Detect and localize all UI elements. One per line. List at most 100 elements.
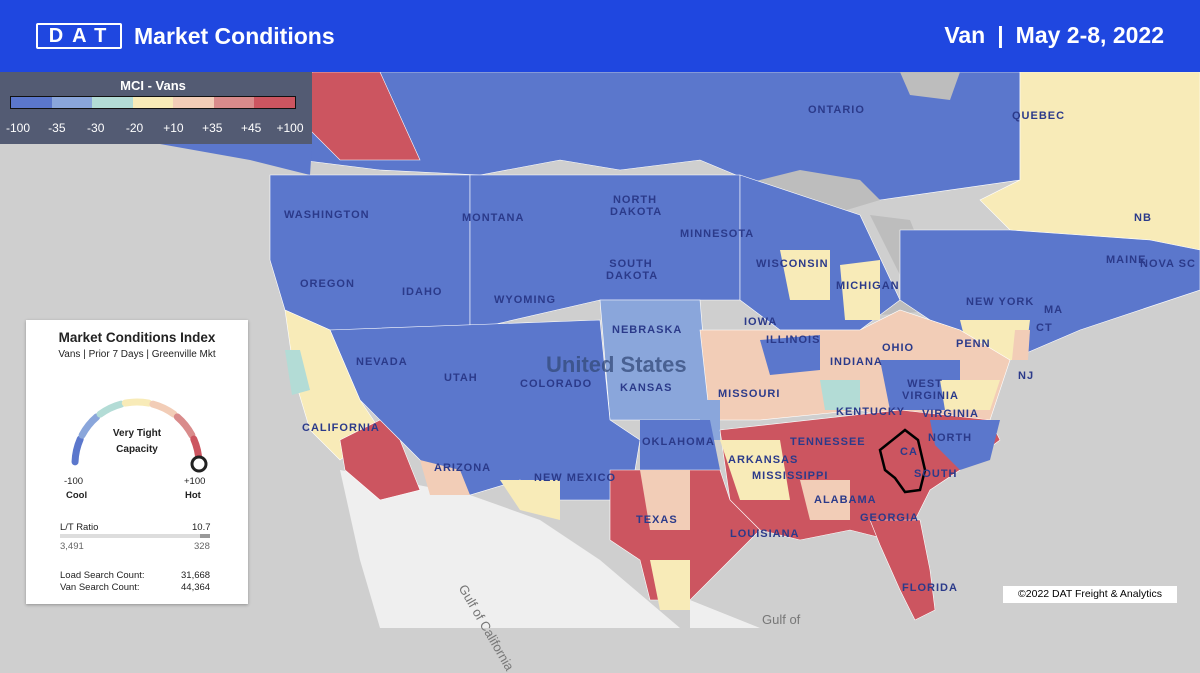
map-label-nj: NJ bbox=[1018, 370, 1035, 382]
gauge-segment bbox=[96, 400, 125, 418]
equipment-type: Van bbox=[944, 22, 986, 48]
legend-swatch bbox=[11, 97, 52, 108]
map-label-maine: MAINE bbox=[1106, 254, 1147, 266]
lt-ratio-value: 10.7 bbox=[192, 522, 211, 533]
load-count: 3,491 bbox=[60, 541, 84, 552]
map-label-louisiana: LOUISIANA bbox=[730, 528, 800, 540]
map-label-nova-scotia: NOVA SC bbox=[1140, 258, 1196, 270]
legend-tick-label: +45 bbox=[240, 121, 262, 135]
header-separator: | bbox=[997, 22, 1004, 48]
map-label-nevada: NEVADA bbox=[356, 356, 408, 368]
map-label-alabama: ALABAMA bbox=[814, 494, 877, 506]
map-label-florida: FLORIDA bbox=[902, 582, 958, 594]
legend-tick-label: +100 bbox=[276, 121, 304, 135]
legend-swatch bbox=[254, 97, 296, 108]
mci-info-card: Market Conditions Index Vans | Prior 7 D… bbox=[26, 320, 248, 604]
mci-gauge bbox=[71, 398, 208, 473]
map-label-nebraska: NEBRASKA bbox=[612, 324, 683, 336]
water-label-gulf-mexico: Gulf of bbox=[762, 612, 801, 627]
map-label-oklahoma: OKLAHOMA bbox=[642, 436, 715, 448]
van-search-value: 44,364 bbox=[181, 582, 211, 593]
map-label-west-virginia: WEST VIRGINIA bbox=[902, 378, 959, 402]
legend-title: MCI - Vans bbox=[120, 78, 186, 93]
gauge-min-label: Cool bbox=[66, 490, 88, 501]
map-label-kansas: KANSAS bbox=[620, 382, 673, 394]
map-label-south-carolina: SOUTH bbox=[914, 468, 958, 480]
gauge-max-label: Hot bbox=[185, 490, 201, 501]
map-label-north-dakota: NORTH DAKOTA bbox=[610, 194, 663, 218]
map-label-south-dakota: SOUTH DAKOTA bbox=[606, 258, 659, 282]
region-california-south bbox=[339, 419, 421, 501]
map-label-tennessee: TENNESSEE bbox=[790, 436, 866, 448]
map-label-georgia: GEORGIA bbox=[860, 512, 919, 524]
page-title: Market Conditions bbox=[134, 22, 335, 49]
legend-swatch bbox=[213, 97, 255, 108]
gauge-label: Very Tight Capacity bbox=[26, 426, 248, 458]
legend-tick-label: -20 bbox=[125, 121, 144, 135]
gauge-segment bbox=[173, 413, 196, 439]
map-label-penn: PENN bbox=[956, 338, 991, 350]
map-label-ohio: OHIO bbox=[882, 342, 915, 354]
map-label-kentucky: KENTUCKY bbox=[836, 406, 906, 418]
van-search-label: Van Search Count: bbox=[60, 582, 140, 593]
map-label-utah: UTAH bbox=[444, 372, 478, 384]
map-label-texas: TEXAS bbox=[636, 514, 678, 526]
load-search-value: 31,668 bbox=[181, 570, 211, 581]
map-label-wisconsin: WISCONSIN bbox=[756, 258, 829, 270]
gauge-segment bbox=[121, 398, 153, 407]
legend-tick-label: -100 bbox=[5, 121, 31, 135]
header-meta: Van | May 2-8, 2022 bbox=[944, 22, 1164, 49]
country-label: United States bbox=[546, 352, 687, 377]
legend-tick-label: -30 bbox=[87, 121, 105, 135]
map-label-ca-carolina: CA bbox=[900, 446, 918, 458]
map-label-wyoming: WYOMING bbox=[494, 294, 556, 306]
map-label-quebec: QUEBEC bbox=[1012, 110, 1066, 122]
gauge-label-line1: Very Tight bbox=[112, 428, 162, 439]
legend-swatch bbox=[51, 97, 93, 108]
truck-count: 328 bbox=[194, 541, 210, 552]
map-label-mississippi: MISSISSIPPI bbox=[752, 470, 829, 482]
map-label-illinois: ILLINOIS bbox=[766, 334, 821, 346]
legend-swatch bbox=[92, 97, 133, 108]
map-label-missouri: MISSOURI bbox=[718, 388, 781, 400]
map-label-iowa: IOWA bbox=[744, 316, 778, 328]
map-label-new-mexico: NEW MEXICO bbox=[534, 472, 617, 484]
map-label-oregon: OREGON bbox=[300, 278, 355, 290]
map-label-arizona: ARIZONA bbox=[434, 462, 492, 474]
map-label-montana: MONTANA bbox=[462, 212, 525, 224]
legend-tick-label: -35 bbox=[48, 121, 66, 135]
map-label-ontario: ONTARIO bbox=[808, 104, 865, 116]
region-pacific-northwest bbox=[269, 174, 471, 331]
legend-swatch bbox=[132, 97, 174, 108]
map-label-ct: CT bbox=[1036, 322, 1053, 334]
date-range: May 2-8, 2022 bbox=[1015, 22, 1164, 48]
lt-ratio-label: L/T Ratio bbox=[60, 522, 99, 533]
gauge-label-line2: Capacity bbox=[116, 444, 158, 455]
card-subtitle: Vans | Prior 7 Days | Greenville Mkt bbox=[58, 349, 216, 360]
map-label-indiana: INDIANA bbox=[830, 356, 883, 368]
legend-color-bar bbox=[10, 96, 296, 109]
map-label-arkansas: ARKANSAS bbox=[728, 454, 799, 466]
gauge-segment bbox=[149, 400, 178, 418]
gauge-indicator bbox=[190, 455, 208, 473]
header-bar: DAT Market Conditions Van | May 2-8, 202… bbox=[0, 0, 1200, 72]
gauge-max-value: +100 bbox=[184, 476, 206, 487]
legend-tick-label: +35 bbox=[202, 121, 223, 135]
legend-tick-label: +10 bbox=[163, 121, 184, 135]
map-label-washington: WASHINGTON bbox=[284, 209, 370, 221]
map-label-michigan: MICHIGAN bbox=[836, 280, 900, 292]
gauge-segment bbox=[71, 435, 84, 466]
dat-logo: DAT bbox=[36, 23, 122, 49]
gauge-segment bbox=[78, 413, 101, 439]
load-search-label: Load Search Count: bbox=[60, 570, 145, 581]
map-label-virginia: VIRGINIA bbox=[922, 408, 979, 420]
map-label-california: CALIFORNIA bbox=[302, 422, 380, 434]
map-label-idaho: IDAHO bbox=[402, 286, 443, 298]
lt-ratio-bar bbox=[60, 534, 210, 538]
map-label-minnesota: MINNESOTA bbox=[680, 228, 755, 240]
mci-legend: MCI - Vans -100 -35 -30 -20 +10 +35 +45 +100 bbox=[0, 72, 312, 144]
map-label-colorado: COLORADO bbox=[520, 378, 593, 390]
greenville-market-outline bbox=[878, 428, 927, 494]
legend-ticks: -100 -35 -30 -20 +10 +35 +45 +100 bbox=[0, 121, 312, 137]
map-label-nb: NB bbox=[1134, 212, 1152, 224]
